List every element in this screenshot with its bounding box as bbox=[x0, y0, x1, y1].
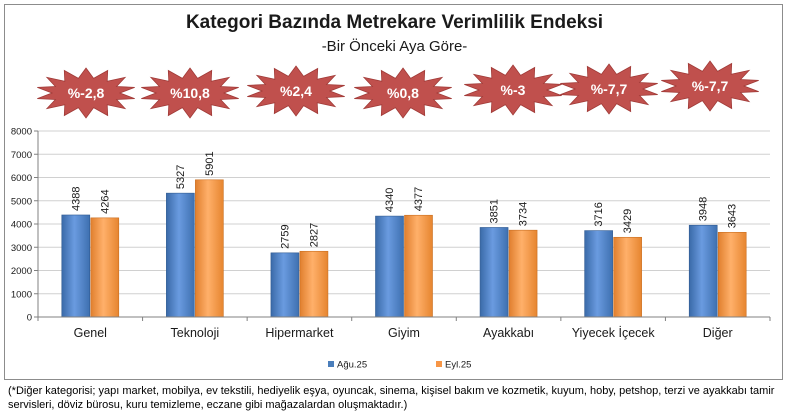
bar bbox=[195, 179, 224, 318]
footnote: (*Diğer kategorisi; yapı market, mobilya… bbox=[8, 385, 775, 411]
data-label: 5327 bbox=[175, 165, 187, 189]
bar bbox=[166, 192, 195, 318]
change-label: %-7,7 bbox=[591, 81, 628, 97]
data-label: 2827 bbox=[308, 223, 320, 247]
change-label: %2,4 bbox=[280, 83, 312, 99]
data-label: 4377 bbox=[413, 187, 425, 211]
legend-swatch bbox=[328, 361, 334, 367]
y-tick-label: 0 bbox=[27, 313, 32, 324]
change-badge bbox=[37, 67, 135, 119]
bar bbox=[479, 227, 509, 318]
category-label: Ayakkabı bbox=[483, 326, 534, 340]
change-label: %0,8 bbox=[387, 85, 419, 101]
y-axis: 0 1000 2000 3000 4000 5000 6000 7000 8000 bbox=[11, 127, 39, 324]
category-label: Genel bbox=[74, 326, 107, 340]
change-badge bbox=[560, 63, 658, 115]
change-badges: %-2,8 %10,8 %2,4 %0,8 %-3 %-7,7 %-7,7 bbox=[37, 60, 759, 119]
y-tick-label: 2000 bbox=[11, 266, 32, 277]
bar bbox=[613, 236, 642, 318]
y-tick-label: 8000 bbox=[11, 127, 32, 138]
x-axis: Genel Teknoloji Hipermarket Giyim Ayakkabı Yi… bbox=[37, 316, 771, 340]
bars: 4388 4264 5327 5901 2759 2827 4340 4377 3851 3734… bbox=[61, 151, 747, 318]
y-tick-label: 7000 bbox=[11, 150, 32, 161]
change-label: %-3 bbox=[501, 82, 526, 98]
category-label: Diğer bbox=[703, 326, 733, 340]
bar bbox=[688, 224, 718, 318]
data-label: 2759 bbox=[279, 224, 291, 248]
change-badge bbox=[247, 65, 345, 117]
data-label: 5901 bbox=[204, 151, 216, 175]
legend-label: Eyl.25 bbox=[445, 360, 471, 371]
category-label: Giyim bbox=[388, 326, 420, 340]
data-label: 3734 bbox=[518, 202, 530, 226]
chart-title: Kategori Bazında Metrekare Verimlilik En… bbox=[185, 12, 604, 33]
bar bbox=[90, 217, 120, 318]
category-label: Teknoloji bbox=[171, 326, 220, 340]
bar bbox=[299, 250, 329, 318]
bar bbox=[584, 230, 613, 318]
y-tick-label: 6000 bbox=[11, 173, 32, 184]
bar bbox=[508, 229, 538, 318]
bar bbox=[717, 232, 747, 318]
y-tick-label: 4000 bbox=[11, 220, 32, 231]
data-label: 4388 bbox=[70, 186, 82, 210]
y-tick-label: 3000 bbox=[11, 243, 32, 254]
bar bbox=[404, 214, 433, 318]
bar bbox=[375, 215, 404, 318]
change-badge bbox=[354, 67, 452, 119]
bar bbox=[270, 252, 300, 318]
change-label: %-2,8 bbox=[68, 85, 105, 101]
y-tick-label: 5000 bbox=[11, 196, 32, 207]
change-label: %-7,7 bbox=[692, 78, 729, 94]
bar bbox=[61, 214, 91, 318]
legend-swatch bbox=[436, 361, 442, 367]
data-label: 4340 bbox=[384, 188, 396, 212]
data-label: 3429 bbox=[622, 209, 634, 233]
bar-chart: %-2,8 %10,8 %2,4 %0,8 %-3 %-7,7 %-7,7 0 1000 200… bbox=[11, 60, 771, 371]
chart-subtitle: -Bir Önceki Aya Göre- bbox=[321, 38, 468, 55]
data-label: 3643 bbox=[727, 204, 739, 228]
gridlines bbox=[38, 130, 770, 295]
data-label: 3948 bbox=[698, 197, 710, 221]
data-label: 3716 bbox=[593, 202, 605, 226]
change-badge bbox=[141, 67, 239, 119]
category-label: Yiyecek İçecek bbox=[572, 326, 656, 340]
change-badge bbox=[661, 60, 759, 112]
data-label: 4264 bbox=[99, 189, 111, 213]
y-tick-label: 1000 bbox=[11, 289, 32, 300]
legend: Ağu.25 Eyl.25 bbox=[328, 360, 471, 371]
data-label: 3851 bbox=[489, 199, 501, 223]
change-badge bbox=[464, 64, 562, 116]
legend-label: Ağu.25 bbox=[337, 360, 367, 371]
change-label: %10,8 bbox=[170, 85, 210, 101]
category-label: Hipermarket bbox=[265, 326, 334, 340]
